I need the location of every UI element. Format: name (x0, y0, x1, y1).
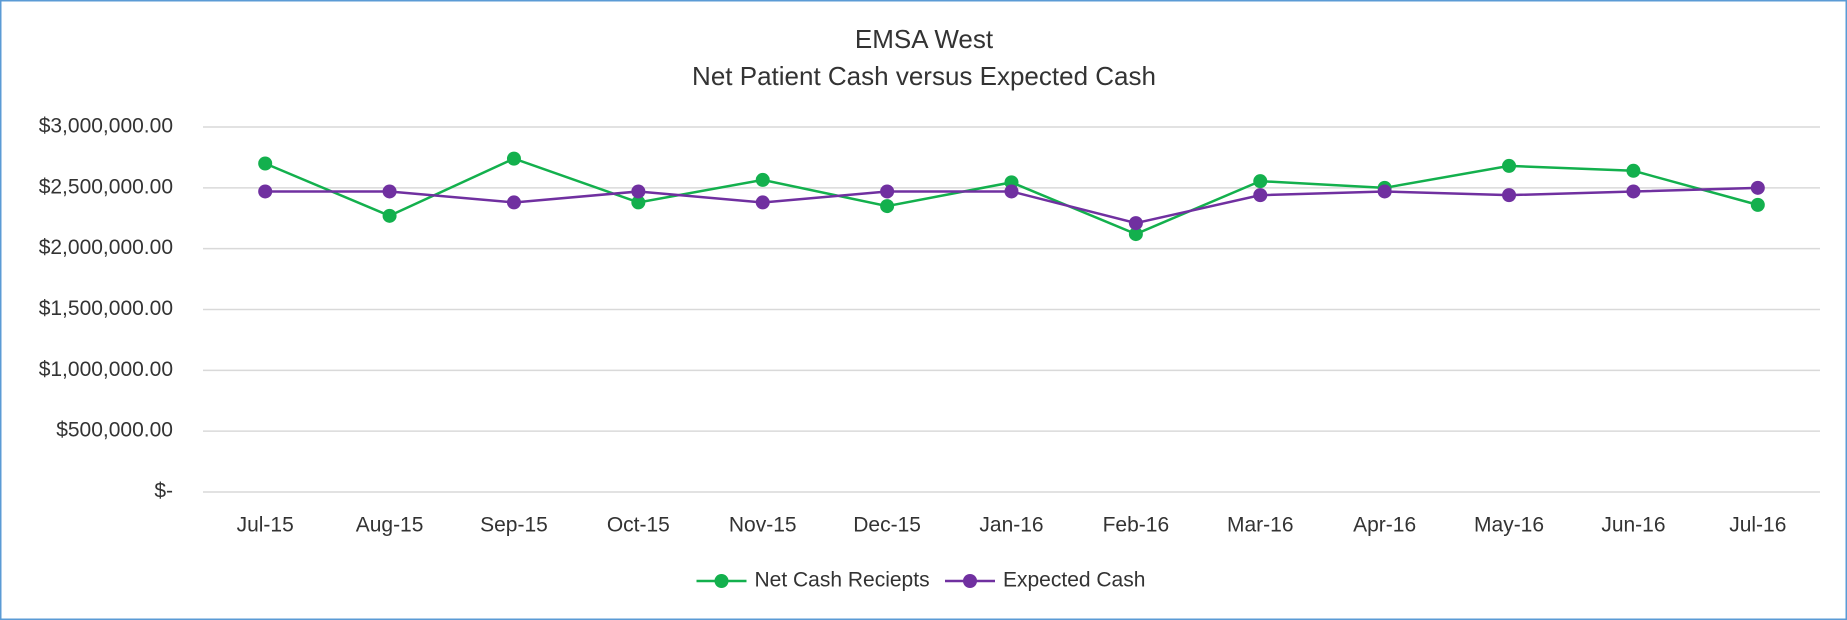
data-point (506, 195, 521, 210)
data-point (1502, 188, 1517, 203)
y-tick-label: $3,000,000.00 (39, 115, 173, 138)
data-point (880, 199, 895, 214)
data-point (1253, 188, 1268, 203)
data-point (880, 184, 895, 199)
data-point (258, 156, 273, 171)
data-point (258, 184, 273, 199)
y-tick-label: $500,000.00 (56, 419, 173, 442)
chart-title: EMSA West (855, 24, 994, 54)
legend-label: Expected Cash (1003, 569, 1145, 592)
legend-label: Net Cash Reciepts (755, 569, 930, 592)
x-tick-label: Mar-16 (1227, 514, 1294, 537)
y-tick-label: $- (154, 480, 173, 503)
data-point (1750, 180, 1765, 195)
data-point (755, 195, 770, 210)
x-tick-label: Aug-15 (356, 514, 424, 537)
chart-subtitle: Net Patient Cash versus Expected Cash (692, 61, 1156, 91)
y-tick-label: $2,000,000.00 (39, 236, 173, 259)
data-point (1750, 197, 1765, 212)
y-tick-label: $1,500,000.00 (39, 297, 173, 320)
y-tick-label: $2,500,000.00 (39, 175, 173, 198)
data-point (1128, 216, 1143, 231)
x-tick-label: Oct-15 (607, 514, 670, 537)
data-point (1128, 227, 1143, 242)
data-point (382, 208, 397, 223)
data-point (755, 172, 770, 187)
x-tick-label: May-16 (1474, 514, 1544, 537)
data-point (631, 184, 646, 199)
data-point (1626, 163, 1641, 178)
data-point (1502, 158, 1517, 173)
x-tick-label: Jun-16 (1601, 514, 1665, 537)
data-point (1377, 184, 1392, 199)
x-tick-label: Jul-15 (237, 514, 294, 537)
x-tick-label: Feb-16 (1103, 514, 1170, 537)
y-tick-label: $1,000,000.00 (39, 358, 173, 381)
data-point (1004, 184, 1019, 199)
x-tick-label: Jan-16 (979, 514, 1043, 537)
data-point (382, 184, 397, 199)
data-point (506, 151, 521, 166)
x-tick-label: Dec-15 (853, 514, 921, 537)
legend-marker (714, 574, 729, 588)
x-tick-label: Jul-16 (1729, 514, 1786, 537)
x-tick-label: Nov-15 (729, 514, 797, 537)
data-point (631, 195, 646, 210)
legend-marker (963, 574, 977, 588)
data-point (1253, 174, 1268, 189)
x-tick-label: Apr-16 (1353, 514, 1416, 537)
x-tick-label: Sep-15 (480, 514, 548, 537)
data-point (1626, 184, 1641, 199)
